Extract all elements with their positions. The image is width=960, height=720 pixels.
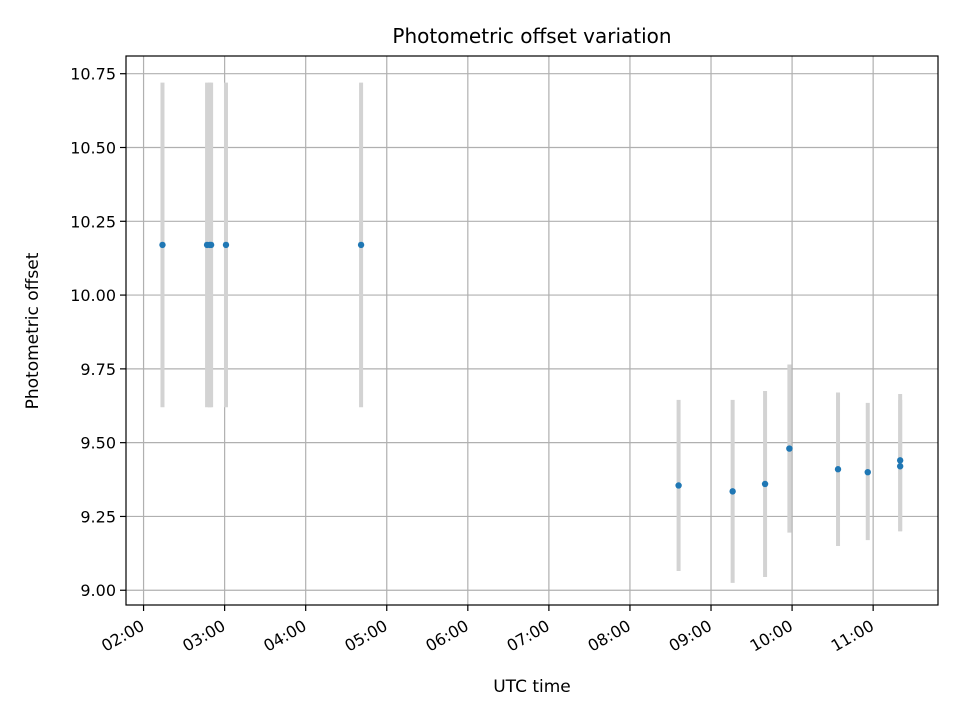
plot-frame xyxy=(125,55,939,606)
data-point xyxy=(159,241,166,249)
data-points xyxy=(159,241,904,495)
data-point xyxy=(786,445,793,452)
x-tick-label: 04:00 xyxy=(260,616,309,656)
data-point xyxy=(834,466,842,473)
y-tick-label: 9.75 xyxy=(80,360,116,379)
data-point xyxy=(896,457,904,464)
data-point xyxy=(357,241,365,249)
y-tick-label: 10.75 xyxy=(70,65,116,84)
x-tick-label: 11:00 xyxy=(828,616,877,656)
chart-title: Photometric offset variation xyxy=(392,24,671,48)
y-tick-label: 9.50 xyxy=(80,434,116,453)
error-bars xyxy=(160,82,903,583)
y-tick-label: 10.00 xyxy=(70,286,116,305)
x-tick-label: 07:00 xyxy=(503,616,552,656)
y-tick-label: 9.00 xyxy=(80,581,116,600)
data-point xyxy=(675,482,682,489)
x-tick-label: 03:00 xyxy=(179,616,228,656)
x-tick-label: 09:00 xyxy=(666,616,715,656)
x-tick-label: 06:00 xyxy=(422,616,471,656)
x-tick-label: 08:00 xyxy=(585,616,634,656)
data-point xyxy=(864,468,871,476)
x-tick-label: 10:00 xyxy=(747,616,796,656)
data-point xyxy=(207,241,215,249)
data-point xyxy=(222,241,230,249)
data-point xyxy=(896,463,904,470)
data-point xyxy=(729,488,736,495)
y-tick-label: 9.25 xyxy=(80,507,116,526)
x-axis: 02:00 03:00 04:00 05:00 06:00 07:00 08:00 09:00… xyxy=(98,605,877,656)
x-tick-label: 05:00 xyxy=(341,616,390,656)
y-tick-label: 10.50 xyxy=(70,139,116,158)
y-axis: 9.00 9.25 9.50 9.75 10.00 10.25 10.50 10.75 xyxy=(70,65,126,600)
x-axis-label: UTC time xyxy=(493,677,571,697)
x-tick-label: 02:00 xyxy=(98,616,147,656)
y-axis-label: Photometric offset xyxy=(23,252,43,409)
y-tick-label: 10.25 xyxy=(70,212,116,231)
grid xyxy=(126,56,938,605)
data-point xyxy=(761,480,769,488)
